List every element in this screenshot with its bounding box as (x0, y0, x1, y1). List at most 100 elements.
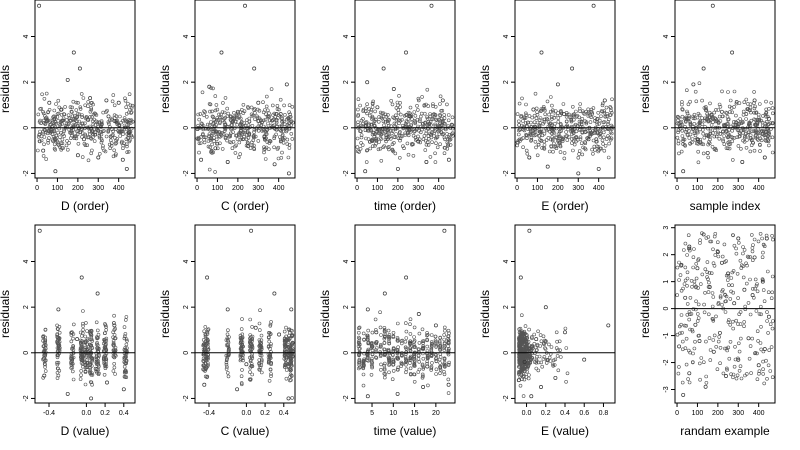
data-point (420, 327, 425, 332)
data-point (89, 151, 93, 156)
data-point (725, 121, 730, 126)
data-point (284, 368, 289, 372)
data-point (700, 116, 704, 120)
data-point (72, 322, 76, 327)
data-point (769, 296, 774, 301)
data-point (677, 324, 682, 329)
data-point (246, 144, 251, 149)
data-point (400, 123, 405, 128)
data-point (735, 373, 740, 378)
data-point (123, 356, 127, 360)
data-point (713, 146, 718, 151)
data-point (265, 108, 270, 113)
data-point (685, 109, 689, 114)
data-point (716, 254, 721, 259)
data-point (275, 147, 280, 151)
data-point (43, 342, 48, 347)
y-tick-label: -2 (343, 395, 350, 401)
data-point (425, 351, 430, 356)
data-point (284, 82, 289, 87)
data-point (374, 349, 378, 354)
x-tick-label: 400 (273, 185, 285, 192)
data-point (730, 129, 735, 133)
data-point (717, 335, 722, 339)
data-point (438, 343, 443, 348)
data-point (765, 310, 769, 314)
data-point (742, 100, 747, 104)
data-point (679, 119, 684, 124)
x-tick-label: 0 (355, 185, 359, 192)
data-point (213, 108, 218, 113)
x-tick-label: 200 (232, 185, 244, 192)
data-point (690, 125, 695, 129)
data-point (561, 135, 566, 140)
data-point (54, 102, 58, 106)
data-point (404, 359, 409, 363)
data-point (231, 119, 235, 123)
data-point (102, 341, 106, 346)
data-point (69, 366, 73, 370)
data-point (96, 328, 100, 333)
data-point (526, 365, 530, 369)
data-point (283, 344, 288, 349)
data-point (78, 107, 83, 111)
data-point (398, 105, 402, 109)
data-point (763, 121, 768, 126)
data-point (361, 372, 366, 377)
data-point (62, 134, 66, 138)
data-point (68, 131, 72, 135)
data-point (746, 102, 750, 106)
data-point (720, 114, 725, 119)
data-point (766, 331, 770, 335)
data-point (423, 148, 428, 152)
data-point (420, 345, 425, 350)
data-point (761, 114, 765, 118)
data-point (450, 126, 455, 131)
data-point (289, 373, 294, 378)
data-point (111, 93, 116, 97)
data-point (42, 373, 47, 378)
data-point (403, 133, 408, 137)
data-point (98, 152, 102, 156)
data-point (748, 344, 753, 348)
data-point (86, 118, 91, 122)
data-point (281, 141, 286, 145)
data-point (200, 90, 205, 95)
data-point (386, 121, 391, 125)
data-point (745, 263, 749, 268)
data-point (212, 129, 217, 134)
data-point (607, 117, 611, 122)
data-point (686, 102, 691, 107)
data-point (764, 99, 768, 104)
data-point (742, 135, 747, 140)
data-point (90, 339, 94, 343)
data-point (450, 123, 455, 127)
data-point (371, 99, 376, 104)
data-point (739, 266, 744, 270)
data-point (77, 126, 81, 131)
data-point (75, 129, 79, 134)
data-point (88, 342, 92, 347)
data-point (88, 369, 92, 374)
data-point (88, 346, 93, 351)
data-point (204, 126, 208, 131)
y-tick-label: 2 (343, 80, 350, 84)
x-tick-label: 0.2 (100, 410, 110, 417)
data-point (691, 255, 696, 260)
data-point (285, 128, 289, 132)
data-point (441, 132, 446, 136)
data-point (126, 149, 131, 154)
data-point (542, 355, 547, 359)
data-point (268, 332, 273, 336)
data-point (683, 278, 688, 283)
y-axis-label: residuals (478, 65, 492, 113)
data-point (114, 138, 118, 143)
data-point (689, 312, 694, 316)
data-point (59, 108, 63, 112)
data-point (685, 276, 690, 281)
data-point (40, 92, 44, 97)
data-point (90, 115, 94, 119)
data-point (417, 341, 422, 345)
data-point (750, 246, 755, 250)
data-point (70, 355, 74, 359)
